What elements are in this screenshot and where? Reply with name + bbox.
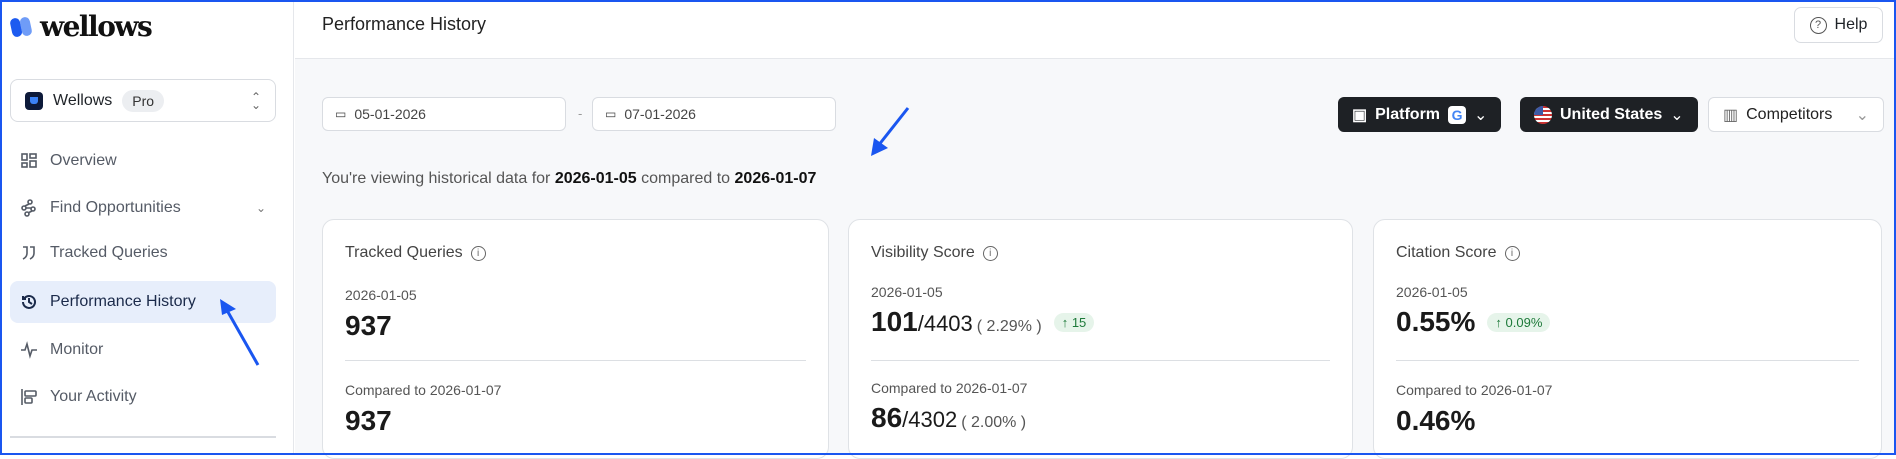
country-label: United States <box>1560 105 1663 123</box>
sidebar-item-label: Overview <box>50 152 117 169</box>
card-title: Visibility Score <box>871 244 975 261</box>
sidebar-divider <box>10 436 276 438</box>
main-content: Performance History ? Help ▭ 05-01-2026 … <box>295 2 1894 459</box>
end-date-value: 07-01-2026 <box>624 106 696 122</box>
card-title: Citation Score <box>1396 244 1497 261</box>
sidebar-item-your-activity[interactable]: Your Activity <box>10 376 276 418</box>
help-label: Help <box>1834 16 1868 33</box>
current-value: 101 <box>871 306 918 337</box>
sidebar-item-label: Performance History <box>50 293 196 310</box>
divider <box>871 360 1330 361</box>
chip-icon: ▣ <box>1352 106 1368 124</box>
end-date-input[interactable]: ▭ 07-01-2026 <box>592 97 836 131</box>
nodes-icon <box>21 199 36 217</box>
current-value: 0.55% <box>1396 306 1476 337</box>
workspace-name: Wellows <box>53 91 113 109</box>
grid-icon <box>21 153 37 168</box>
competitors-label: Competitors <box>1746 105 1833 123</box>
history-date-a: 2026-01-05 <box>554 170 637 187</box>
history-mid: compared to <box>641 170 731 187</box>
page-title: Performance History <box>322 14 487 34</box>
start-date-value: 05-01-2026 <box>354 106 426 122</box>
calendar-icon: ▭ <box>335 107 347 121</box>
sidebar-item-label: Find Opportunities <box>50 199 181 216</box>
building-icon: ▥ <box>1723 106 1739 124</box>
card-title: Tracked Queries <box>345 244 463 261</box>
workspace-icon <box>25 91 43 110</box>
sidebar-item-label: Your Activity <box>50 388 137 405</box>
sidebar-item-label: Tracked Queries <box>50 244 168 261</box>
activity-icon <box>21 341 37 359</box>
header: Performance History ? Help <box>295 2 1894 59</box>
current-denominator: /4403 <box>917 311 973 336</box>
date-label: 2026-01-05 <box>871 284 943 300</box>
wellows-logo-icon <box>10 16 32 37</box>
calendar-icon: ▭ <box>605 107 617 121</box>
chevron-down-icon[interactable]: ⌄ <box>255 201 266 215</box>
annotation-arrow <box>220 299 260 366</box>
info-icon[interactable]: i <box>982 245 998 261</box>
sidebar-item-tracked-queries[interactable]: Tracked Queries <box>10 232 276 274</box>
tracked-queries-card: Tracked Queries i 2026-01-05 937 Compared… <box>322 219 829 459</box>
compare-label: Compared to 2026-01-07 <box>871 380 1028 396</box>
platform-dropdown[interactable]: ▣ Platform G ⌄ <box>1338 97 1502 132</box>
info-icon[interactable]: i <box>1504 245 1520 261</box>
divider <box>1396 360 1859 361</box>
brand-name: wellows <box>40 10 153 43</box>
history-summary: You're viewing historical data for 2026-… <box>322 170 816 188</box>
visibility-score-card: Visibility Score i 2026-01-05 101/4403 ( … <box>848 219 1353 459</box>
current-percent: ( 2.29% ) <box>976 318 1042 335</box>
history-date-b: 2026-01-07 <box>734 170 817 187</box>
compare-percent: ( 2.00% ) <box>961 414 1027 431</box>
compare-label: Compared to 2026-01-07 <box>1396 382 1553 398</box>
change-badge: ↑ 0.09% <box>1487 312 1551 332</box>
sidebar: wellows Wellows Pro ⌃ ⌄ Overview Find Opp… <box>2 2 294 453</box>
history-icon <box>22 294 36 309</box>
start-date-input[interactable]: ▭ 05-01-2026 <box>322 97 566 131</box>
us-flag-icon <box>1534 105 1552 124</box>
activity-list-icon <box>21 389 37 405</box>
divider <box>345 360 806 361</box>
citation-score-card: Citation Score i 2026-01-05 0.55% ↑ 0.09%… <box>1373 219 1882 459</box>
change-badge: ↑ 15 <box>1053 312 1095 332</box>
plan-badge: Pro <box>122 89 165 112</box>
compare-label: Compared to 2026-01-07 <box>345 382 502 398</box>
compare-value: 937 <box>345 405 392 436</box>
competitors-dropdown[interactable]: ▥ Competitors ⌄ <box>1708 97 1884 132</box>
sidebar-item-monitor[interactable]: Monitor <box>10 329 276 371</box>
country-dropdown[interactable]: United States ⌄ <box>1520 97 1698 132</box>
compare-value: 86 <box>871 402 903 433</box>
history-prefix: You're viewing historical data for <box>322 170 551 187</box>
chevron-down-icon: ⌄ <box>1670 106 1684 124</box>
sidebar-item-overview[interactable]: Overview <box>10 140 276 182</box>
platform-label: Platform <box>1375 105 1441 123</box>
annotation-arrow <box>871 107 910 156</box>
sidebar-item-find-opportunities[interactable]: Find Opportunities ⌄ <box>10 187 276 229</box>
date-label: 2026-01-05 <box>345 287 417 303</box>
sidebar-item-label: Monitor <box>50 341 104 358</box>
compare-value: 0.46% <box>1396 405 1476 436</box>
google-icon: G <box>1448 105 1467 124</box>
help-button[interactable]: ? Help <box>1794 7 1883 43</box>
chevron-down-icon: ⌄ <box>1855 106 1869 124</box>
date-separator: - <box>578 106 583 121</box>
workspace-selector[interactable]: Wellows Pro ⌃ ⌄ <box>10 79 276 122</box>
logo[interactable]: wellows <box>10 10 153 43</box>
info-icon[interactable]: i <box>470 245 486 261</box>
help-icon: ? <box>1809 16 1827 34</box>
date-label: 2026-01-05 <box>1396 284 1468 300</box>
chevron-updown-icon: ⌃ ⌄ <box>250 89 261 112</box>
quote-icon <box>22 246 35 260</box>
current-value: 937 <box>345 310 392 341</box>
compare-denominator: /4302 <box>902 407 958 432</box>
chevron-down-icon: ⌄ <box>1474 106 1488 124</box>
